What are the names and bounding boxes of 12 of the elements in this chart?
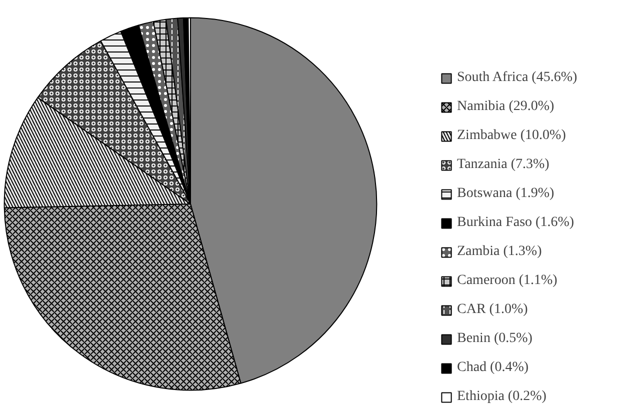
legend-label: South Africa (45.6%) [457, 70, 578, 86]
legend-label: Cameroon (1.1%) [457, 273, 558, 289]
legend-label: Benin (0.5%) [457, 331, 532, 347]
legend-label: Zambia (1.3%) [457, 244, 542, 260]
legend-label: Tanzania (7.3%) [457, 157, 550, 173]
legend-label: Namibia (29.0%) [457, 99, 554, 115]
legend-label: CAR (1.0%) [457, 302, 528, 318]
legend-label: Ethiopia (0.2%) [457, 389, 546, 405]
legend-label: Zimbabwe (10.0%) [457, 128, 566, 144]
legend-label: Chad (0.4%) [457, 360, 529, 376]
legend-label: Botswana (1.9%) [457, 186, 554, 202]
legend-label: Burkina Faso (1.6%) [457, 215, 574, 231]
